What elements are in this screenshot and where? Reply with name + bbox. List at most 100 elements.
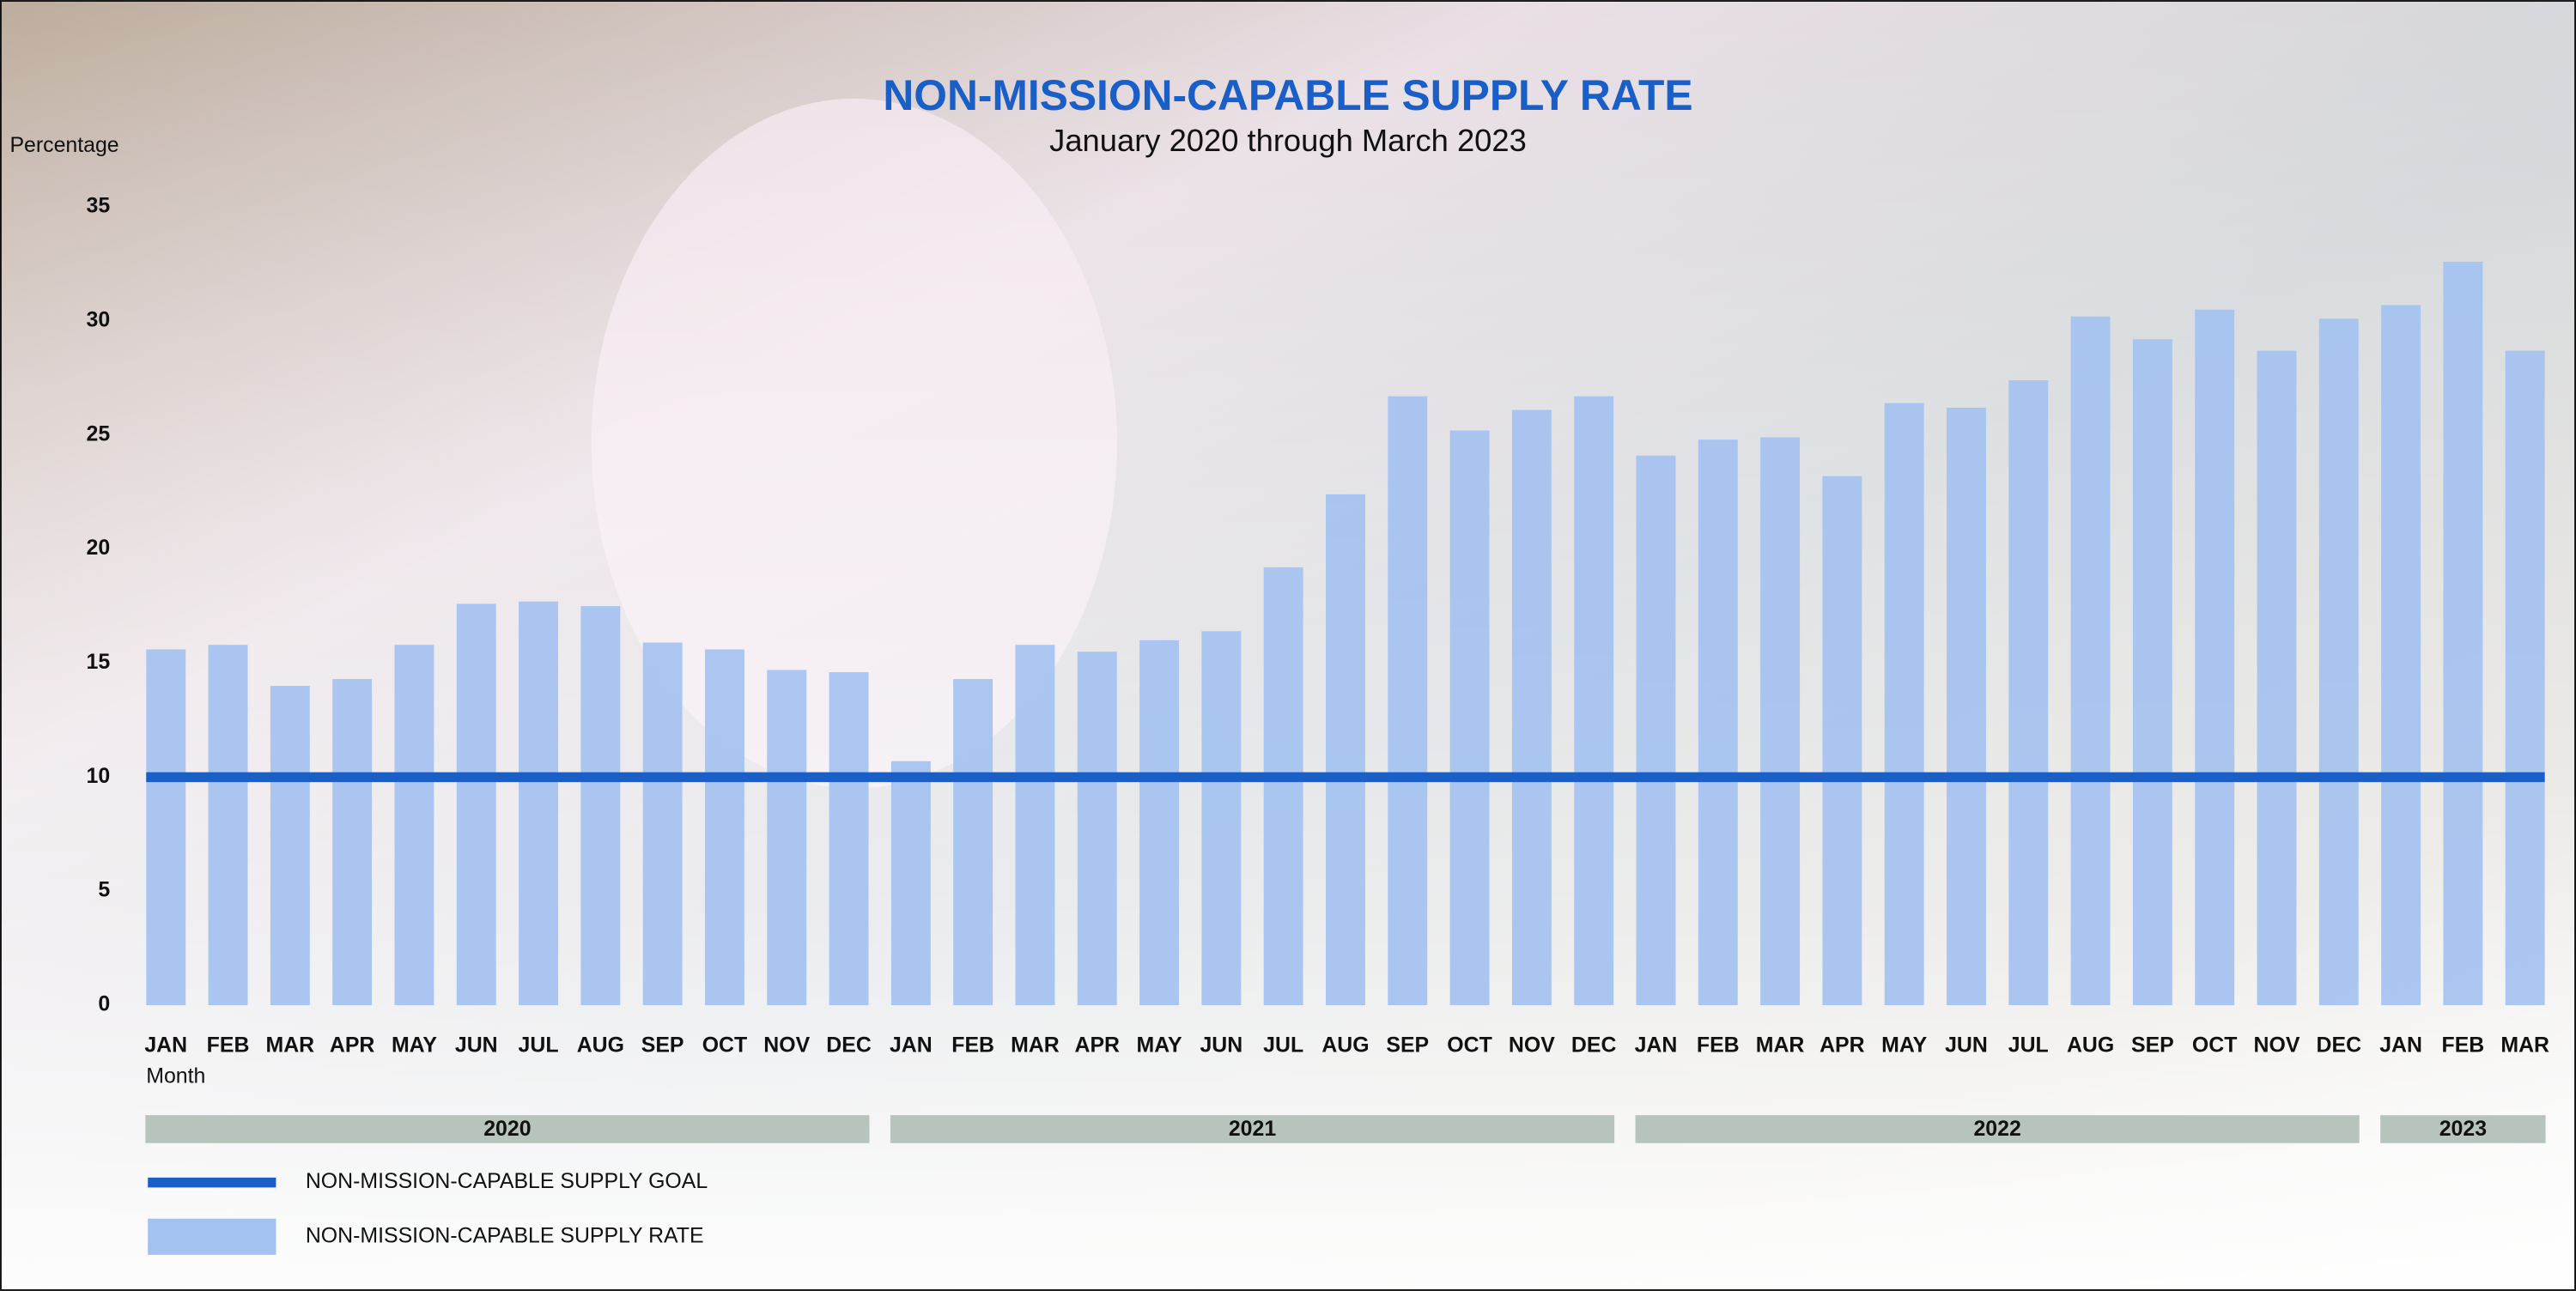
- chart-subtitle: January 2020 through March 2023: [1049, 123, 1527, 158]
- x-axis-label: Month: [146, 1064, 205, 1088]
- legend-label: NON-MISSION-CAPABLE SUPPLY GOAL: [306, 1169, 708, 1193]
- x-tick-label: JUN: [455, 1033, 498, 1057]
- legend-label: NON-MISSION-CAPABLE SUPPLY RATE: [306, 1223, 704, 1247]
- year-label: 2021: [1229, 1117, 1276, 1141]
- y-tick-label: 30: [87, 308, 111, 332]
- x-tick-label: APR: [330, 1033, 375, 1057]
- x-tick-label: DEC: [2317, 1033, 2362, 1057]
- y-tick-label: 25: [87, 421, 111, 445]
- bar: [1326, 494, 1365, 1006]
- x-tick-label: OCT: [1447, 1033, 1492, 1057]
- y-tick-label: 10: [87, 764, 111, 788]
- y-tick-label: 0: [98, 992, 110, 1016]
- bar: [1760, 437, 1801, 1006]
- bar: [1884, 403, 1924, 1006]
- x-tick-label: MAR: [2500, 1033, 2549, 1057]
- x-tick-label: MAY: [1881, 1033, 1927, 1057]
- bar: [146, 649, 186, 1006]
- x-tick-label: JUL: [1263, 1033, 1303, 1057]
- bar: [580, 606, 621, 1006]
- bar: [767, 670, 807, 1006]
- x-tick-label: OCT: [2192, 1033, 2237, 1057]
- bar: [519, 601, 559, 1006]
- bar: [1077, 652, 1117, 1006]
- x-tick-label: APR: [1075, 1033, 1121, 1057]
- year-label: 2020: [483, 1117, 531, 1141]
- bar: [1139, 639, 1180, 1006]
- x-tick-label: JAN: [144, 1033, 187, 1057]
- bar: [2008, 380, 2049, 1006]
- x-tick-label: JUL: [519, 1033, 559, 1057]
- x-tick-label: JAN: [1635, 1033, 1678, 1057]
- x-tick-label: AUG: [2067, 1033, 2114, 1057]
- x-tick-label: MAR: [1756, 1033, 1805, 1057]
- year-label: 2023: [2439, 1117, 2487, 1141]
- year-label: 2022: [1973, 1117, 2020, 1141]
- x-tick-label: FEB: [2442, 1033, 2485, 1057]
- bar: [890, 761, 931, 1006]
- bar: [208, 645, 248, 1006]
- year-band: [145, 1115, 870, 1143]
- bar: [1201, 631, 1242, 1006]
- bar: [456, 603, 496, 1006]
- y-tick-label: 15: [87, 650, 111, 674]
- bar: [2070, 316, 2111, 1006]
- bar: [1947, 407, 1986, 1006]
- x-tick-label: JAN: [2379, 1033, 2422, 1057]
- bar: [1822, 476, 1862, 1006]
- y-tick-label: 35: [87, 194, 111, 218]
- x-tick-label: OCT: [702, 1033, 747, 1057]
- x-tick-label: FEB: [1697, 1033, 1740, 1057]
- x-tick-label: JUN: [1945, 1033, 1988, 1057]
- y-axis-label: Percentage: [9, 133, 118, 157]
- x-tick-label: AUG: [577, 1033, 624, 1057]
- x-tick-label: MAR: [1011, 1033, 1060, 1057]
- bar: [642, 642, 683, 1006]
- bar: [1263, 567, 1303, 1006]
- x-tick-label: MAR: [266, 1033, 315, 1057]
- x-tick-label: JUL: [2008, 1033, 2049, 1057]
- year-band: [2380, 1115, 2546, 1143]
- bar: [1449, 430, 1490, 1006]
- bar: [2132, 339, 2172, 1006]
- legend-swatch: [148, 1218, 276, 1255]
- x-tick-label: NOV: [2254, 1033, 2300, 1057]
- x-tick-label: JUN: [1200, 1033, 1242, 1057]
- bar: [1636, 455, 1676, 1006]
- x-tick-label: SEP: [2131, 1033, 2174, 1057]
- x-tick-label: APR: [1820, 1033, 1865, 1057]
- bar: [2195, 309, 2235, 1006]
- x-tick-label: SEP: [1386, 1033, 1429, 1057]
- x-tick-label: DEC: [1571, 1033, 1617, 1057]
- x-tick-label: FEB: [951, 1033, 994, 1057]
- bar: [1698, 439, 1738, 1006]
- bar: [270, 686, 310, 1006]
- bar: [332, 679, 373, 1006]
- x-tick-label: AUG: [1321, 1033, 1369, 1057]
- x-tick-label: JAN: [890, 1033, 933, 1057]
- bar: [2505, 350, 2545, 1006]
- bar: [2318, 318, 2359, 1006]
- bar: [2443, 261, 2483, 1006]
- y-tick-label: 5: [98, 878, 110, 902]
- year-band: [890, 1115, 1615, 1143]
- bar: [394, 645, 434, 1006]
- bar: [1511, 409, 1552, 1006]
- bar: [829, 672, 869, 1006]
- bar: [1015, 645, 1055, 1006]
- x-tick-label: DEC: [826, 1033, 872, 1057]
- chart-title: NON-MISSION-CAPABLE SUPPLY RATE: [883, 71, 1692, 119]
- x-tick-label: SEP: [641, 1033, 684, 1057]
- bar: [2257, 350, 2297, 1006]
- bar: [704, 649, 744, 1006]
- bar: [1388, 396, 1428, 1006]
- x-tick-label: FEB: [207, 1033, 250, 1057]
- bar: [2381, 305, 2421, 1006]
- x-tick-label: NOV: [1509, 1033, 1555, 1057]
- x-tick-label: MAY: [392, 1033, 437, 1057]
- bar: [953, 679, 993, 1006]
- x-tick-label: NOV: [763, 1033, 810, 1057]
- bar: [1574, 396, 1614, 1006]
